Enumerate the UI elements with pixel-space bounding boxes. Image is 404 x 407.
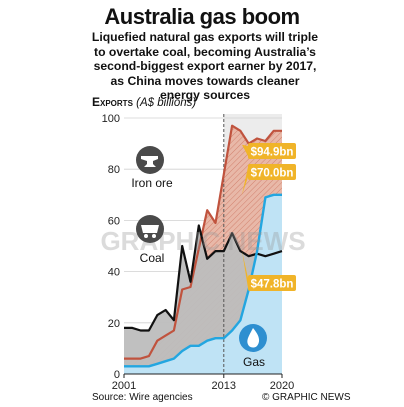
y-tick-label: 100 <box>102 113 120 125</box>
chart-title: Australia gas boom <box>104 4 300 29</box>
mine-cart-wheel <box>152 234 156 238</box>
callout-pointer-gas <box>242 167 248 195</box>
y-tick-label: 60 <box>108 215 120 227</box>
series-label-bg <box>128 175 176 190</box>
x-tick-label: 2013 <box>212 380 236 392</box>
source-note: Source: Wire agencies <box>92 392 193 403</box>
anvil-icon <box>136 146 164 174</box>
exports-label: Exports (A$ billions) <box>92 95 196 109</box>
credit-note: © GRAPHIC NEWS <box>262 392 351 403</box>
callout-box-coal <box>248 275 296 291</box>
callout-pointer-iron_ore <box>242 144 248 156</box>
callout-box-iron_ore <box>248 143 296 159</box>
callout-box-gas <box>248 164 296 180</box>
y-tick-label: 20 <box>108 318 120 330</box>
x-tick-label: 2020 <box>270 380 294 392</box>
series-label-gas: Gas <box>243 355 265 369</box>
y-tick-label: 40 <box>108 267 120 279</box>
y-tick-label: 80 <box>108 164 120 176</box>
x-tick-label: 2001 <box>112 380 136 392</box>
units-label: (A$ billions) <box>136 97 197 109</box>
y-tick-label: 0 <box>114 369 120 381</box>
flame-icon <box>239 324 267 352</box>
chart-subtitle: Liquefied natural gas exports will tripl… <box>91 30 319 102</box>
series-label-bg <box>128 250 176 265</box>
series-label-iron_ore: Iron ore <box>131 176 173 190</box>
anvil-shape <box>141 156 158 167</box>
flame-shape <box>247 328 260 348</box>
callout-label-coal: $47.8bn <box>251 279 294 291</box>
callout-label-iron_ore: $94.9bn <box>251 147 294 159</box>
iron-ore-line <box>124 124 282 360</box>
mine-cart-wheel <box>144 234 148 238</box>
series-label-coal: Coal <box>140 251 165 265</box>
gas-line <box>124 193 282 368</box>
callout-pointer-coal <box>242 251 248 288</box>
exports-heading: Exports <box>92 95 133 109</box>
mine-cart-body <box>141 225 159 233</box>
callout-label-gas: $70.0bn <box>251 168 294 180</box>
mine-cart-icon <box>136 215 164 243</box>
